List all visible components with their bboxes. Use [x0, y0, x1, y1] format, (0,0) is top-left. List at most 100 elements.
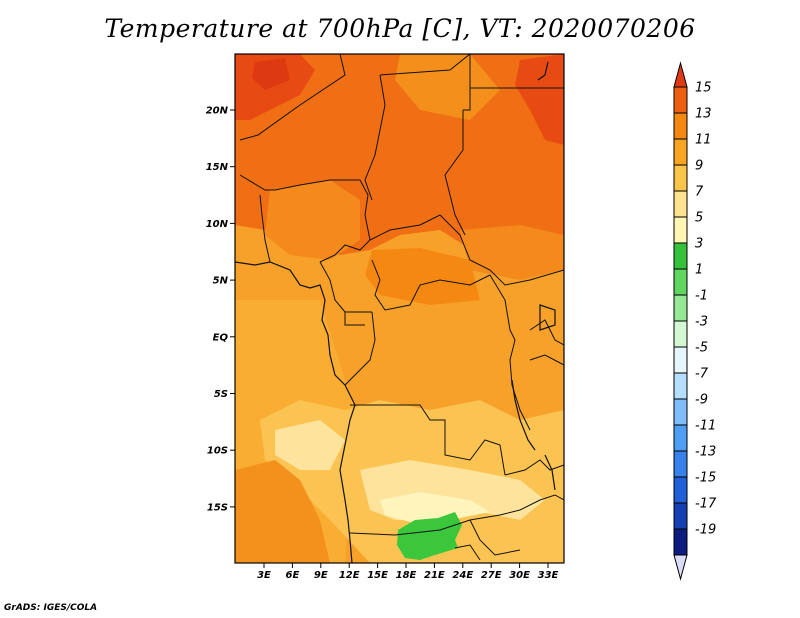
colorbar-segment	[673, 242, 688, 270]
nigeria-pocket	[265, 180, 360, 260]
gabon-border	[344, 312, 365, 326]
colorbar-label: 5	[695, 211, 703, 226]
lake-tanganyika	[511, 379, 536, 451]
lon-label: 18E	[396, 570, 417, 581]
northeast-hot	[515, 54, 564, 145]
plot-frame	[234, 53, 565, 564]
cameroon-north-border	[319, 179, 371, 263]
colorbar-label: 1	[695, 263, 703, 278]
mozambique-border	[519, 494, 564, 511]
colorbar-label: 3	[695, 237, 703, 252]
drc-east-border	[489, 274, 516, 341]
colorbar-min-arrow	[673, 554, 688, 581]
colorbar-label: -15	[695, 471, 716, 486]
colorbar: 15 13 11 9 7 5 3 1 -1 -3 -5 -7 -9 -11 -13 -15 -17 -19	[673, 61, 717, 581]
car-south-border	[371, 259, 491, 311]
lake-victoria	[539, 304, 556, 331]
libya-south-border	[379, 54, 471, 76]
uganda-kenya-border	[529, 319, 564, 346]
egypt-libya-border	[463, 54, 471, 111]
credit-text: GrADS: IGES/COLA	[4, 603, 98, 613]
lat-label: 5S	[214, 389, 228, 400]
lon-label: 15E	[367, 570, 388, 581]
colorbar-segment	[673, 216, 688, 244]
colorbar-max-arrow	[673, 61, 688, 88]
colorbar-segment	[673, 294, 688, 322]
lake-malawi	[544, 454, 556, 491]
colorbar-segment	[673, 164, 688, 192]
lat-label: 15S	[207, 502, 228, 513]
lon-label: 33E	[538, 570, 559, 581]
colorbar-segment	[673, 138, 688, 166]
cameroon-south-border	[319, 261, 372, 313]
namibia-north-border	[349, 509, 521, 536]
lat-label: 15N	[206, 162, 229, 173]
caprivi-border	[454, 544, 481, 561]
colorbar-segment	[673, 450, 688, 478]
lon-label: 30E	[509, 570, 530, 581]
colorbar-label: -11	[695, 419, 716, 434]
southwest-ocean-fill	[235, 460, 330, 563]
colorbar-label: 15	[695, 81, 712, 96]
algeria-border	[239, 54, 346, 141]
colorbar-label: -13	[695, 445, 716, 460]
lon-label: 6E	[286, 570, 300, 581]
congo-border	[344, 311, 376, 386]
lat-label: EQ	[213, 332, 229, 343]
lon-label: 24E	[452, 570, 473, 581]
longitude-axis: 3E 6E 9E 12E 15E 18E 21E 24E 27E 30E 33E	[257, 563, 559, 581]
lat-label: 5N	[213, 276, 229, 287]
colorbar-label: -1	[695, 289, 708, 304]
colorbar-label: -19	[695, 523, 716, 538]
lon-label: 27E	[481, 570, 502, 581]
colorbar-segment	[673, 502, 688, 530]
colorbar-segment	[673, 112, 688, 140]
colorbar-label: -3	[695, 315, 708, 330]
temperature-field	[235, 54, 564, 563]
colorbar-label: -9	[695, 393, 708, 408]
colorbar-segment	[673, 86, 688, 114]
libya-pocket	[395, 54, 500, 120]
colorbar-segment	[673, 268, 688, 296]
lon-label: 12E	[339, 570, 360, 581]
lat-label: 10N	[206, 219, 229, 230]
zambia-border	[504, 459, 564, 476]
country-borders	[239, 54, 564, 561]
benin-border	[259, 194, 271, 263]
lon-label: 9E	[314, 570, 328, 581]
lon-label: 21E	[424, 570, 445, 581]
nile-delta	[537, 61, 549, 81]
colorbar-segment	[673, 372, 688, 400]
latitude-axis: 20N 15N 10N 5N EQ 5S 10S 15S	[206, 106, 235, 513]
colorbar-label: -5	[695, 341, 708, 356]
lon-label: 3E	[257, 570, 271, 581]
colorbar-segment	[673, 190, 688, 218]
tanzania-border	[529, 354, 564, 366]
colorbar-segment	[673, 320, 688, 348]
great-lakes-border	[509, 339, 531, 431]
colorbar-segment	[673, 346, 688, 374]
south-sudan-pocket	[460, 225, 564, 280]
coastline	[235, 61, 556, 563]
colorbar-label: -17	[695, 497, 717, 512]
colorbar-label: 13	[695, 107, 712, 122]
map-title: Temperature at 700hPa [C], VT: 202007020…	[104, 14, 696, 43]
southern-plateau-lightest	[380, 492, 490, 522]
chad-sudan-border	[444, 110, 466, 236]
colorbar-label: -7	[695, 367, 709, 382]
car-pocket	[365, 248, 480, 305]
colorbar-label: 9	[695, 159, 703, 174]
niger-nigeria-border	[239, 174, 360, 191]
cool-green-patch	[397, 512, 462, 560]
colorbar-segment	[673, 424, 688, 452]
angola-coast-light	[275, 420, 345, 470]
atlantic-coast	[235, 261, 356, 563]
colorbar-segment	[673, 476, 688, 504]
colorbar-segment	[673, 528, 688, 556]
lat-label: 10S	[207, 446, 228, 457]
lat-label: 20N	[206, 106, 229, 117]
colorbar-label: 11	[695, 133, 712, 148]
zimbabwe-border	[469, 519, 521, 556]
colorbar-segment	[673, 398, 688, 426]
colorbar-label: 7	[695, 185, 704, 200]
